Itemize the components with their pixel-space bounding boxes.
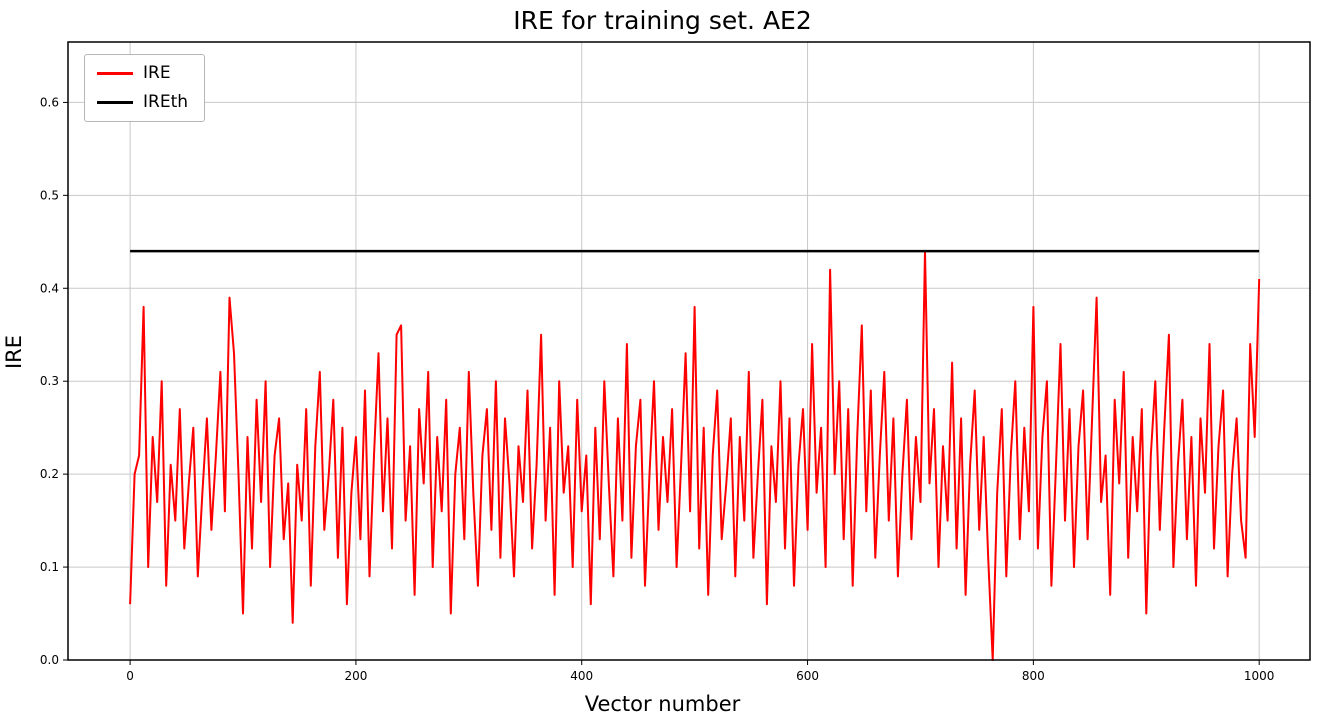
svg-text:0: 0	[126, 669, 134, 683]
svg-text:400: 400	[570, 669, 593, 683]
ire-line-sample	[97, 72, 133, 75]
svg-text:200: 200	[344, 669, 367, 683]
chart-title: IRE for training set. AE2	[513, 6, 812, 35]
svg-text:1000: 1000	[1244, 669, 1275, 683]
svg-text:0.6: 0.6	[40, 95, 59, 109]
svg-text:0.1: 0.1	[40, 560, 59, 574]
svg-text:0.2: 0.2	[40, 467, 59, 481]
svg-text:0.0: 0.0	[40, 653, 59, 667]
legend: IRE IREth	[84, 54, 206, 122]
y-axis-label: IRE	[2, 334, 26, 370]
svg-text:0.3: 0.3	[40, 374, 59, 388]
ireth-line-sample	[97, 101, 133, 104]
svg-text:0.5: 0.5	[40, 188, 59, 202]
svg-text:0.4: 0.4	[40, 281, 59, 295]
legend-entry-ire: IRE	[97, 65, 188, 82]
legend-label-ire: IRE	[143, 63, 171, 83]
legend-label-ireth: IREth	[143, 92, 189, 112]
svg-text:800: 800	[1022, 669, 1045, 683]
legend-entry-ireth: IREth	[97, 94, 188, 111]
svg-text:600: 600	[796, 669, 819, 683]
x-axis-label: Vector number	[584, 692, 741, 716]
